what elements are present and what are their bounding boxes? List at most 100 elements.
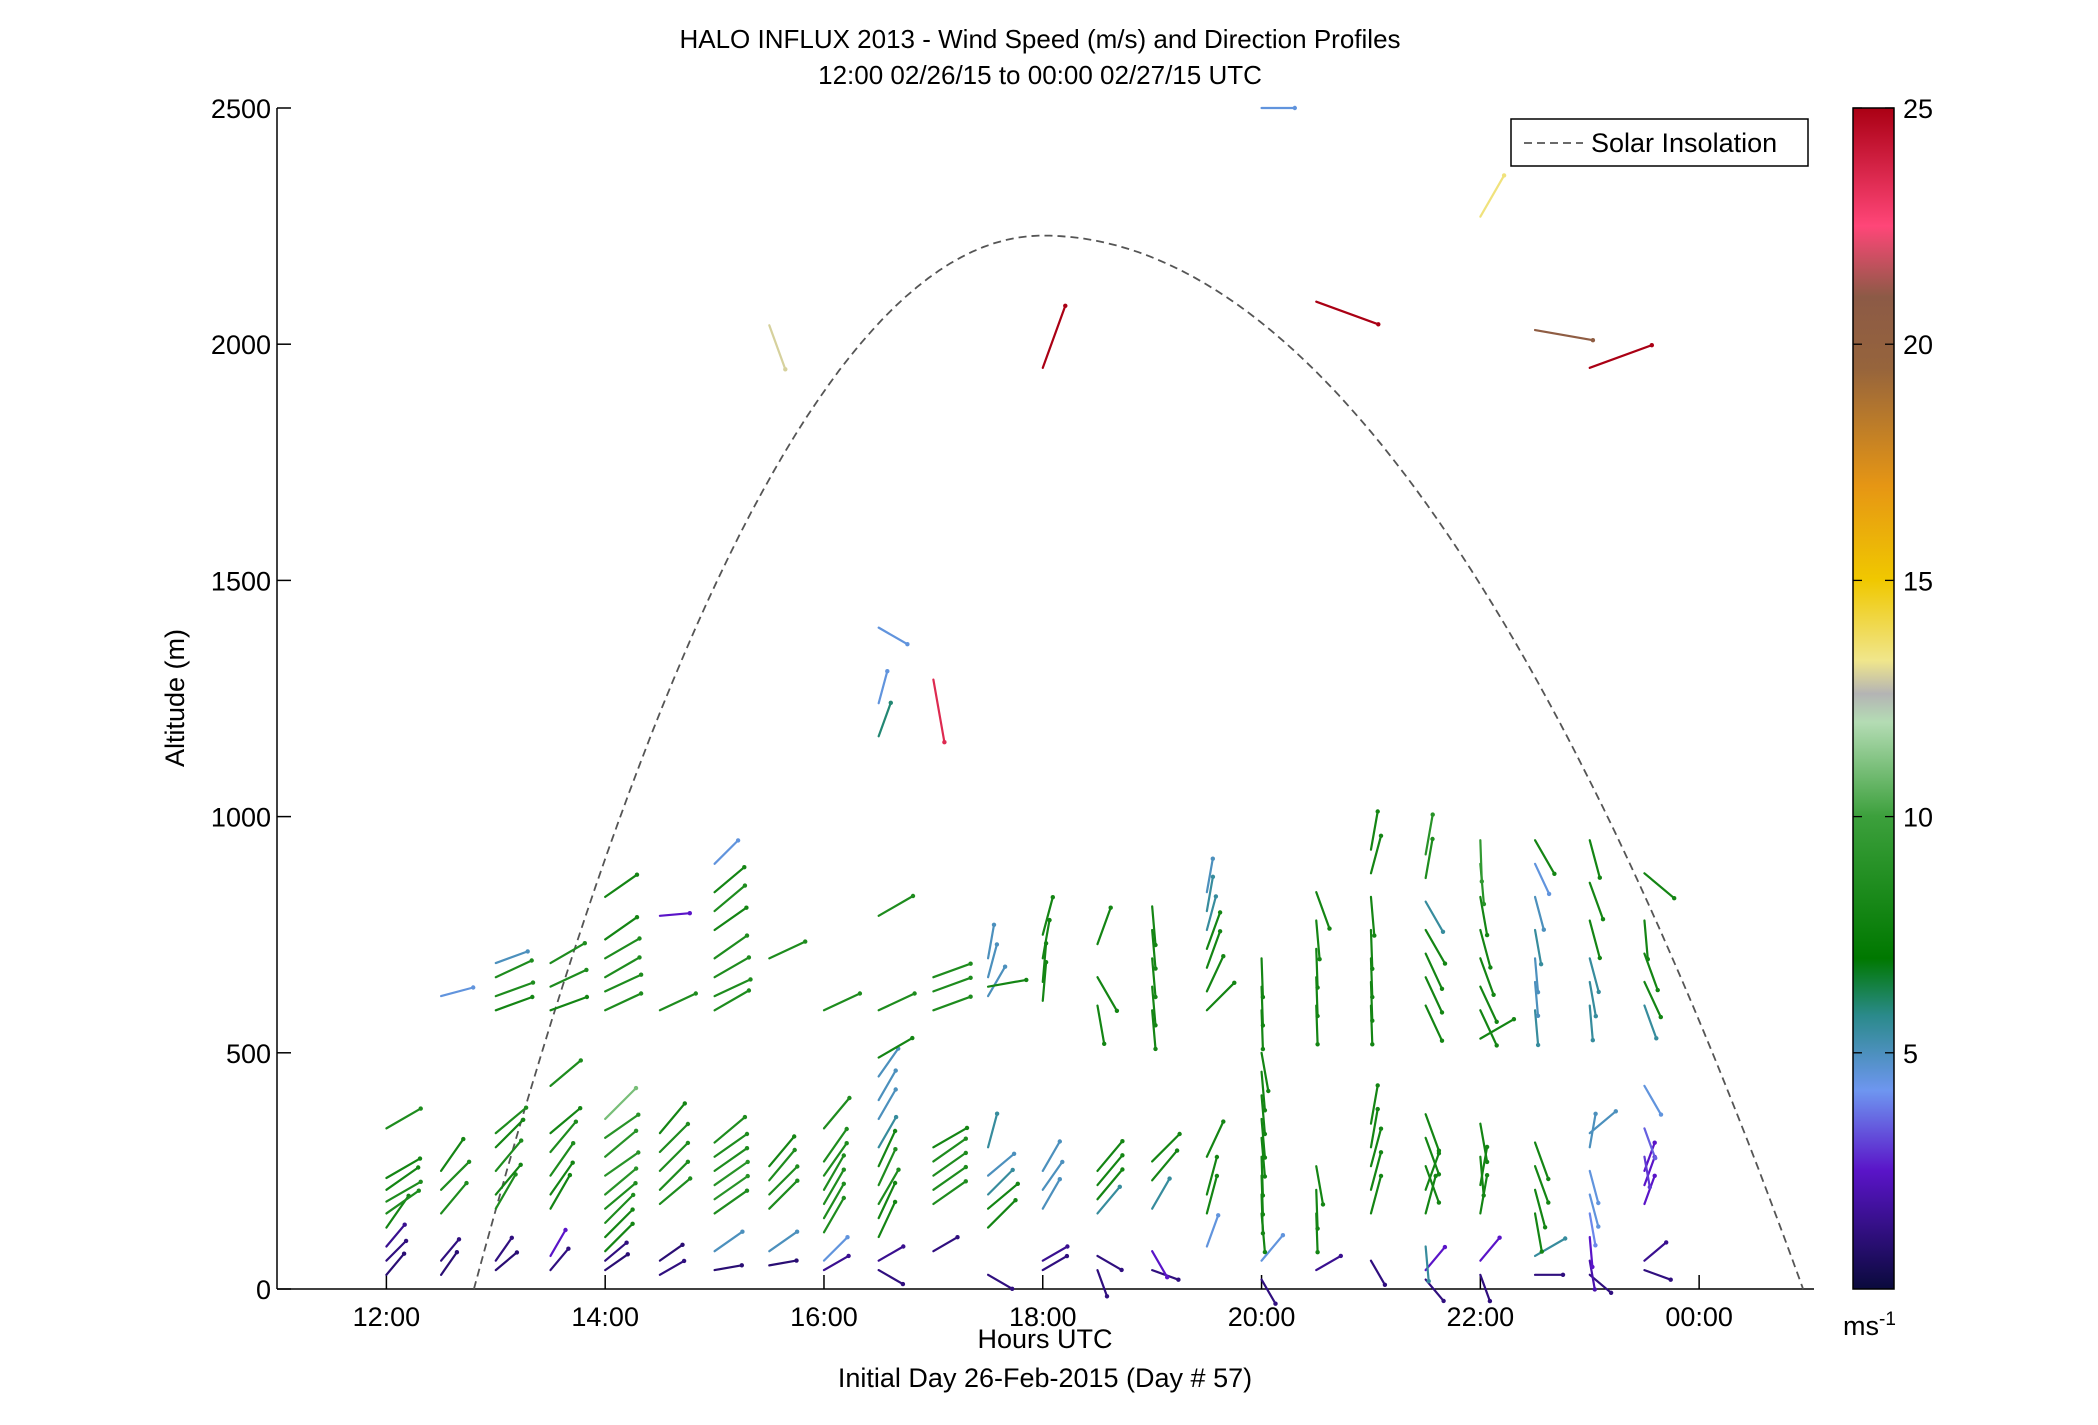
wind-barb-head (1608, 1290, 1614, 1296)
wind-barb-shaft (877, 1200, 897, 1239)
colorbar-unit-base: ms (1843, 1311, 1879, 1341)
wind-barb-head (1214, 1173, 1220, 1179)
wind-barb-shaft (1315, 1254, 1342, 1272)
wind-barb-head (1439, 1010, 1445, 1015)
wind-barb-shaft (1643, 919, 1649, 961)
wind-barb-head (739, 1263, 744, 1268)
wind-barb-head (968, 961, 973, 966)
wind-barb-shaft (877, 701, 892, 738)
wind-barb-head (746, 988, 752, 993)
wind-barb-head (571, 1141, 576, 1146)
wind-barb-shaft (877, 1036, 914, 1059)
wind-barb-head (847, 1095, 852, 1101)
wind-barb (822, 1235, 850, 1262)
wind-barb-head (1481, 901, 1487, 907)
wind-barb-shaft (385, 1223, 406, 1248)
wind-barb (822, 1126, 849, 1163)
wind-barb-shaft (1369, 834, 1383, 875)
wind-barb-head (994, 1111, 1000, 1116)
wind-barb-head (1375, 809, 1380, 814)
wind-barb-head (518, 1162, 523, 1168)
wind-barb-shaft (713, 934, 749, 960)
wind-barb (1533, 839, 1557, 876)
wind-barb (549, 1160, 575, 1196)
wind-barb (1041, 1139, 1063, 1173)
wind-barb-shaft (604, 1182, 637, 1210)
wind-barb-head (795, 1164, 800, 1169)
wind-barb (877, 1068, 898, 1102)
wind-barb (1041, 1244, 1070, 1262)
wind-barb (768, 1229, 800, 1253)
plot-area (276, 108, 1814, 1290)
wind-barb-shaft (713, 839, 740, 865)
wind-barb (1315, 919, 1322, 962)
wind-barb-head (1266, 1088, 1271, 1094)
wind-barb (1643, 1127, 1658, 1161)
wind-barb-head (1439, 986, 1445, 991)
wind-barb-shaft (822, 1096, 851, 1130)
wind-barb-head (1546, 1200, 1551, 1205)
wind-barb-head (746, 955, 752, 960)
wind-barb-head (1177, 1131, 1182, 1137)
wind-barb-head (1370, 966, 1375, 971)
wind-barb (1096, 976, 1120, 1013)
wind-barb-shaft (1588, 1004, 1594, 1042)
wind-barb-head (1597, 955, 1603, 961)
wind-barb-head (685, 1140, 691, 1146)
wind-barb (549, 994, 590, 1012)
wind-barb-shaft (1643, 1241, 1668, 1262)
wind-barb-head (631, 1192, 636, 1198)
colorbar-ticks: 5 10 15 20 25 (1853, 94, 1933, 1069)
wind-barb-shaft (1041, 1245, 1069, 1262)
wind-barb-head (625, 1252, 630, 1257)
wind-barb-shaft (1260, 1278, 1277, 1305)
wind-barb (986, 1198, 1018, 1229)
wind-barb-head (744, 905, 749, 910)
wind-barb-shaft (1096, 1269, 1109, 1298)
wind-barb-head (1596, 989, 1601, 995)
wind-barb (1205, 954, 1226, 993)
wind-barb-shaft (822, 992, 862, 1012)
wind-barb (1533, 1272, 1566, 1278)
wind-barb (877, 626, 910, 647)
wind-barb-head (1102, 1041, 1107, 1047)
wind-barb-shaft (604, 992, 643, 1012)
wind-barb-shaft (1643, 1127, 1657, 1160)
wind-barb (549, 1172, 573, 1210)
wind-barb (1260, 1051, 1271, 1094)
wind-barb (1260, 1070, 1268, 1113)
colorbar-tick-label: 5 (1903, 1039, 1918, 1069)
wind-barb (1643, 1269, 1673, 1282)
wind-barb-head (885, 669, 890, 674)
wind-barb (385, 1251, 407, 1276)
wind-barb-head (963, 1164, 968, 1170)
wind-barb (768, 939, 808, 960)
wind-barb-head (530, 994, 535, 1000)
wind-barb (1096, 1254, 1124, 1273)
wind-barb-shaft (986, 923, 996, 960)
wind-barb-shaft (604, 1208, 634, 1239)
wind-barb (658, 1242, 685, 1262)
wind-barb (986, 1151, 1017, 1177)
wind-barb-shaft (604, 1253, 629, 1272)
wind-barb-head (1153, 942, 1158, 948)
wind-barb-shaft (877, 1069, 897, 1102)
wind-barb (932, 994, 973, 1012)
wind-barb-head (1538, 962, 1544, 967)
wind-barb-head (633, 1181, 638, 1186)
wind-barb (1041, 303, 1068, 369)
wind-barb-head (991, 922, 997, 927)
wind-barb-shaft (1315, 300, 1380, 326)
wind-barb (549, 1141, 576, 1177)
wind-barb-head (910, 893, 916, 899)
wind-barb-head (1658, 1112, 1664, 1117)
wind-barb-head (892, 1128, 898, 1134)
wind-barb-shaft (1041, 942, 1048, 984)
y-tick-label: 1500 (211, 566, 271, 596)
wind-barb (1588, 957, 1601, 995)
wind-barb-head (735, 838, 741, 843)
wind-barb (1096, 1139, 1125, 1173)
wind-barb-head (1436, 1172, 1442, 1177)
wind-barb (439, 1159, 472, 1191)
wind-barb (604, 991, 644, 1012)
